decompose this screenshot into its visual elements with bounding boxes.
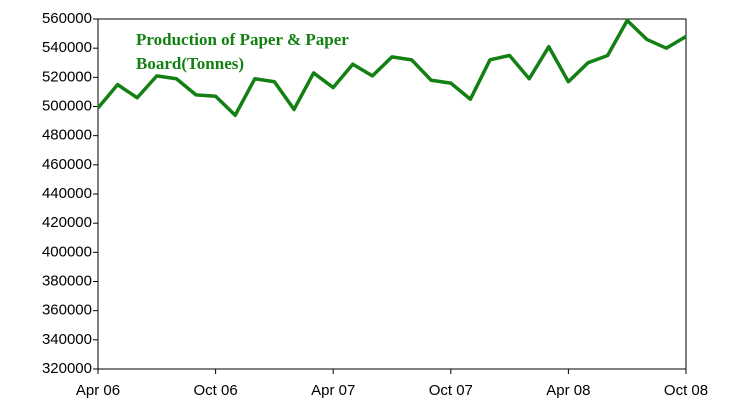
y-tick-label: 520000 [42,68,92,85]
y-tick-label: 320000 [42,360,92,377]
x-tick-label: Oct 07 [429,382,473,399]
x-tick-label: Oct 06 [194,382,238,399]
y-tick-label: 540000 [42,39,92,56]
y-tick-label: 400000 [42,243,92,260]
y-tick-label: 560000 [42,10,92,27]
y-tick-label: 460000 [42,156,92,173]
x-tick-label: Apr 08 [546,382,590,399]
y-tick-label: 340000 [42,331,92,348]
chart-title: Production of Paper & Paper Board(Tonnes… [136,30,349,73]
y-tick-label: 380000 [42,272,92,289]
y-tick-label: 480000 [42,127,92,144]
y-tick-label: 500000 [42,97,92,114]
y-tick-label: 360000 [42,302,92,319]
y-tick-label: 420000 [42,214,92,231]
x-tick-label: Apr 06 [76,382,120,399]
x-tick-label: Apr 07 [311,382,355,399]
x-tick-label: Oct 08 [664,382,708,399]
line [96,18,687,117]
y-tick-label: 440000 [42,185,92,202]
